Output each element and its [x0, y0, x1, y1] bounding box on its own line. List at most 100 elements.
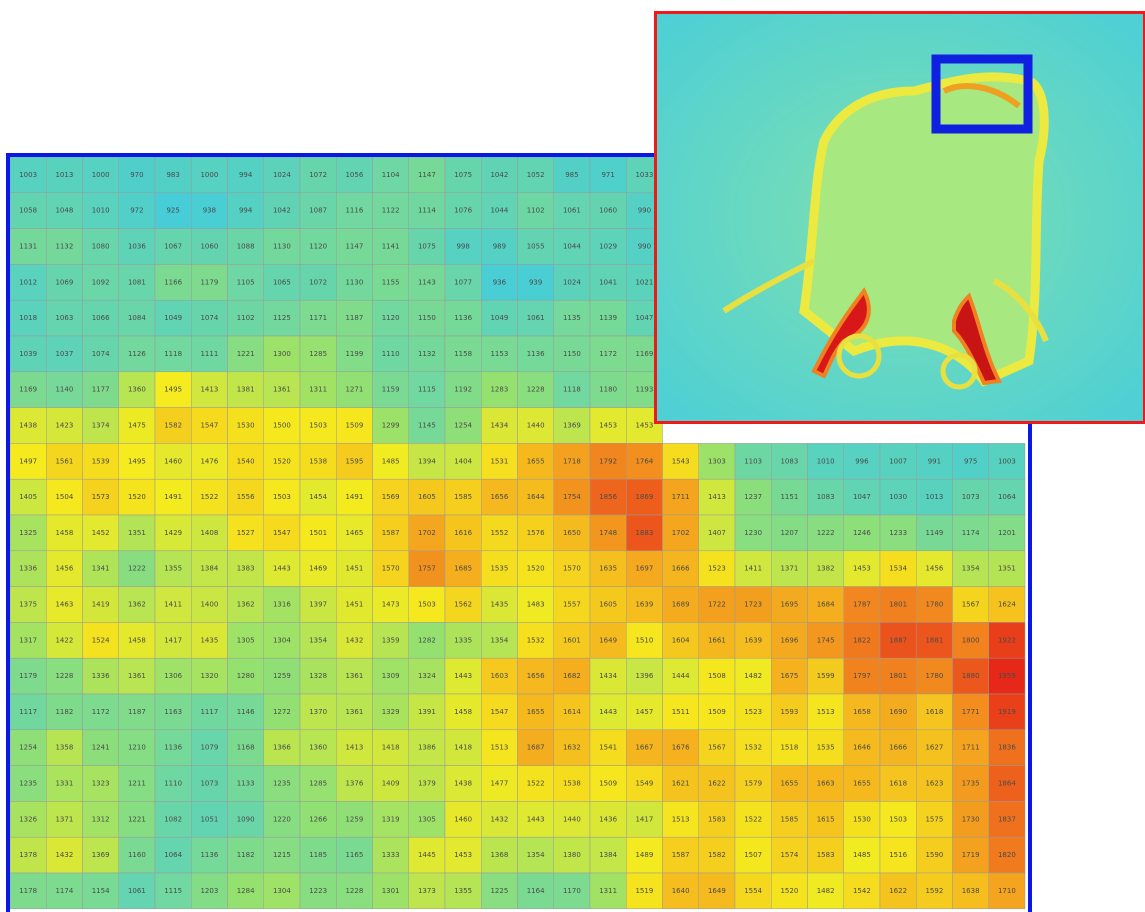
cell-value: 1593: [780, 708, 798, 716]
cell-value: 1573: [92, 493, 110, 501]
cell-value: 1075: [418, 243, 436, 251]
cell-value: 1325: [19, 529, 37, 537]
cell-value: 1075: [454, 171, 472, 179]
cell-value: 1359: [382, 636, 400, 644]
cell-value: 1457: [635, 708, 653, 716]
cell-value: 1503: [273, 493, 291, 501]
cell-value: 1500: [273, 422, 291, 430]
cell-value: 1676: [672, 744, 690, 752]
cell-value: 1118: [164, 350, 182, 358]
cell-value: 1453: [599, 422, 617, 430]
cell-value: 1044: [563, 243, 581, 251]
cell-value: 1039: [19, 350, 37, 358]
cell-value: 1185: [309, 851, 327, 859]
cell-value: 1155: [382, 278, 400, 286]
cell-value: 1182: [55, 708, 73, 716]
cell-value: 1311: [309, 386, 327, 394]
cell-value: 1074: [200, 314, 218, 322]
cell-value: 1513: [672, 815, 690, 823]
cell-value: 1655: [527, 457, 545, 465]
cell-value: 1362: [237, 601, 255, 609]
cell-value: 1063: [55, 314, 73, 322]
cell-value: 1543: [672, 457, 690, 465]
cell-value: 1149: [925, 529, 943, 537]
cell-value: 1432: [345, 636, 363, 644]
cell-value: 1210: [128, 744, 146, 752]
cell-value: 1199: [345, 350, 363, 358]
cell-value: 1228: [55, 672, 73, 680]
cell-value: 1561: [55, 457, 73, 465]
cell-value: 1080: [92, 243, 110, 251]
cell-value: 1092: [92, 278, 110, 286]
cell-value: 1792: [599, 457, 617, 465]
cell-value: 1136: [164, 744, 182, 752]
cell-value: 1284: [237, 887, 255, 895]
cell-value: 1585: [454, 493, 472, 501]
cell-value: 1585: [780, 815, 798, 823]
cell-value: 1182: [237, 851, 255, 859]
cell-value: 1271: [345, 386, 363, 394]
cell-value: 1135: [563, 314, 581, 322]
cell-value: 1147: [345, 243, 363, 251]
cell-value: 1223: [309, 887, 327, 895]
cell-value: 1147: [418, 171, 436, 179]
cell-value: 1417: [164, 636, 182, 644]
cell-value: 1069: [55, 278, 73, 286]
cell-value: 994: [239, 207, 253, 215]
cell-value: 1335: [454, 636, 472, 644]
cell-value: 1538: [563, 780, 581, 788]
cell-value: 1547: [273, 529, 291, 537]
cell-value: 1013: [925, 493, 943, 501]
cell-value: 1143: [418, 278, 436, 286]
cell-value: 1351: [128, 529, 146, 537]
cell-value: 1618: [889, 780, 907, 788]
cell-value: 1682: [563, 672, 581, 680]
cell-value: 1429: [164, 529, 182, 537]
cell-value: 1326: [19, 815, 37, 823]
cell-value: 1369: [563, 422, 581, 430]
cell-value: 1583: [817, 851, 835, 859]
cell-value: 1422: [55, 636, 73, 644]
cell-value: 1780: [925, 601, 943, 609]
cell-value: 1376: [345, 780, 363, 788]
cell-value: 1221: [237, 350, 255, 358]
cell-value: 1540: [237, 457, 255, 465]
cell-value: 1510: [635, 636, 653, 644]
cell-value: 1413: [708, 493, 726, 501]
cell-value: 1527: [237, 529, 255, 537]
cell-value: 1105: [237, 278, 255, 286]
cell-value: 1503: [418, 601, 436, 609]
cell-value: 1354: [527, 851, 545, 859]
cell-value: 990: [638, 243, 651, 251]
cell-value: 1764: [635, 457, 653, 465]
cell-value: 1061: [527, 314, 545, 322]
cell-value: 1172: [92, 708, 110, 716]
cell-value: 1010: [92, 207, 110, 215]
cell-value: 1158: [454, 350, 472, 358]
cell-value: 1649: [708, 887, 726, 895]
cell-value: 1130: [345, 278, 363, 286]
cell-value: 1538: [309, 457, 327, 465]
cell-value: 1110: [164, 780, 182, 788]
cell-value: 1482: [744, 672, 762, 680]
cell-value: 1012: [19, 278, 37, 286]
cell-value: 1056: [345, 171, 363, 179]
cell-value: 1730: [962, 815, 980, 823]
cell-value: 1574: [780, 851, 798, 859]
cell-value: 1491: [345, 493, 363, 501]
cell-value: 1172: [599, 350, 617, 358]
cell-value: 1371: [780, 565, 798, 573]
cell-value: 1570: [382, 565, 400, 573]
cell-value: 1042: [490, 171, 508, 179]
cell-value: 1579: [744, 780, 762, 788]
cell-value: 1228: [345, 887, 363, 895]
cell-value: 1820: [998, 851, 1016, 859]
cell-value: 1122: [382, 207, 400, 215]
cell-value: 1131: [19, 243, 37, 251]
cell-value: 1718: [563, 457, 581, 465]
cell-value: 1797: [853, 672, 871, 680]
cell-value: 1800: [962, 636, 980, 644]
cell-value: 1489: [635, 851, 653, 859]
cell-value: 1386: [418, 744, 436, 752]
cell-value: 1723: [744, 601, 762, 609]
